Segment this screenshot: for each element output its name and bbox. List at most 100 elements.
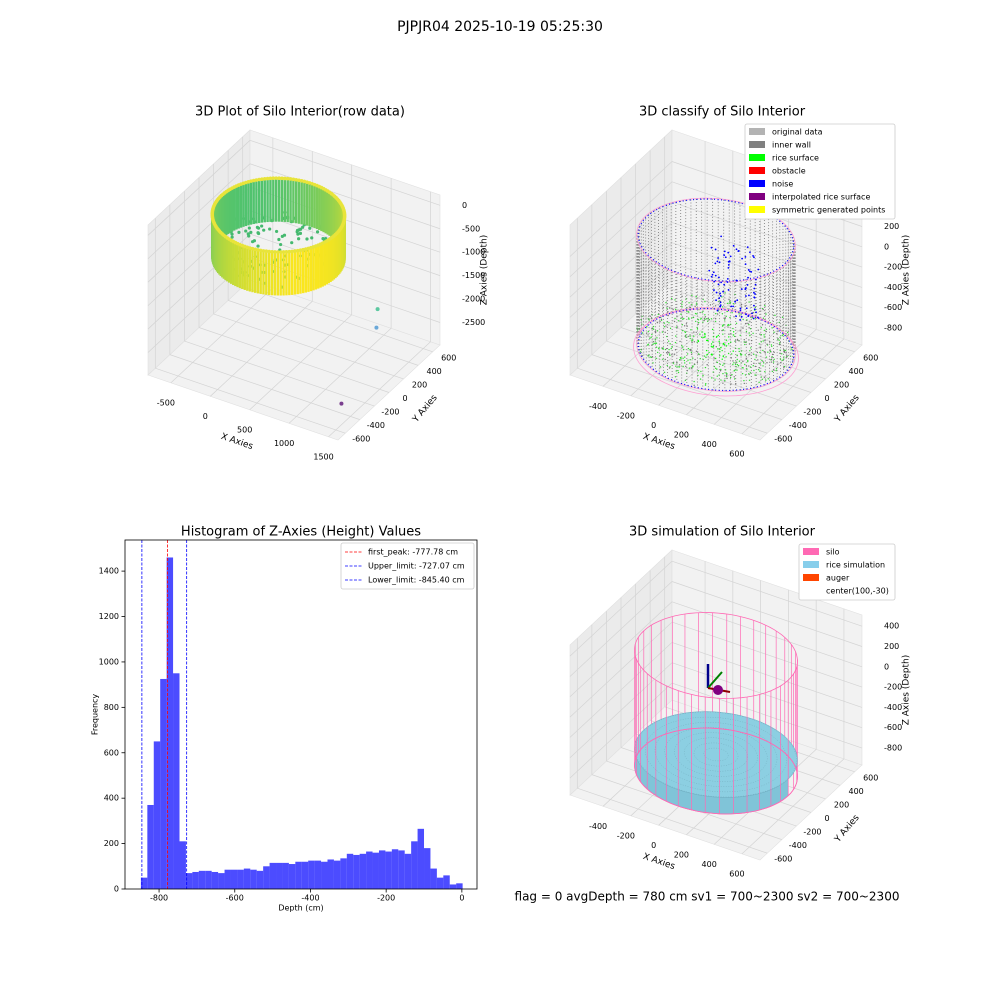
point (659, 366, 662, 368)
point-cloud (634, 612, 798, 815)
point (280, 234, 284, 238)
point (308, 226, 312, 230)
point (745, 313, 747, 316)
grid-line (569, 161, 673, 257)
bar (456, 883, 463, 889)
point (679, 340, 681, 343)
point (727, 260, 730, 263)
bar (198, 870, 206, 889)
point (703, 336, 705, 339)
tick-label: 400 (702, 440, 717, 449)
point (732, 350, 734, 352)
grid-line (242, 286, 433, 353)
point (716, 375, 718, 377)
point (315, 230, 320, 234)
tick-label: -200 (617, 831, 635, 840)
point (726, 302, 729, 305)
panel-title: 3D Plot of Silo Interior(row data) (195, 105, 405, 120)
point (749, 372, 752, 374)
grid-line (155, 367, 346, 434)
point (299, 227, 303, 231)
grid-line (569, 642, 673, 738)
axes-frame (124, 539, 478, 890)
legend-patch (749, 180, 765, 187)
point (287, 249, 292, 254)
point (669, 366, 671, 368)
point (262, 177, 267, 181)
bar (333, 860, 341, 889)
point (747, 359, 749, 362)
point (660, 318, 663, 320)
point (727, 352, 730, 355)
bar (398, 850, 405, 889)
y-tick-label: 200 (104, 839, 119, 848)
point (707, 340, 709, 342)
point (718, 276, 720, 279)
point (752, 364, 754, 367)
point (679, 358, 681, 361)
y-tick-label: 1000 (99, 657, 119, 666)
bar (314, 860, 322, 889)
grid-line (671, 201, 863, 268)
point (775, 368, 778, 370)
point (694, 358, 696, 361)
point (743, 338, 745, 341)
point (713, 280, 716, 283)
tick-label: 0 (651, 841, 656, 850)
point (732, 303, 735, 305)
point (689, 359, 691, 361)
tick-label: -200 (803, 828, 821, 837)
point (760, 326, 763, 329)
point (678, 364, 681, 366)
grid-line (671, 262, 863, 329)
point (771, 353, 774, 356)
point (716, 309, 719, 312)
point (723, 363, 725, 365)
point (719, 305, 722, 308)
point (734, 300, 737, 303)
point (699, 333, 701, 335)
grid-line (671, 222, 863, 288)
point (647, 330, 650, 333)
point (664, 348, 667, 351)
point (278, 250, 283, 254)
legend-label: interpolated rice surface (772, 193, 870, 202)
point (764, 305, 766, 307)
point (696, 313, 698, 315)
point (712, 271, 715, 274)
bar (263, 866, 270, 889)
tick-label: 500 (237, 425, 252, 434)
point (666, 364, 668, 367)
point (646, 325, 648, 328)
point (718, 343, 721, 345)
legend-label: center(100,-30) (826, 587, 889, 596)
point (682, 329, 684, 332)
point (665, 352, 668, 354)
point (765, 330, 767, 333)
point (744, 363, 746, 366)
point (749, 350, 751, 352)
point (776, 332, 778, 335)
bar (327, 859, 334, 889)
point (720, 281, 723, 284)
point (674, 299, 676, 301)
point (656, 351, 659, 354)
point (669, 343, 671, 345)
grid-line (569, 201, 673, 298)
point (665, 347, 668, 350)
point (261, 249, 266, 253)
grid-line (569, 181, 673, 278)
point (697, 370, 700, 372)
point (665, 325, 667, 327)
point (676, 326, 679, 328)
point (733, 376, 735, 378)
tick-label: -400 (789, 841, 807, 850)
point (728, 324, 730, 326)
point (230, 232, 234, 236)
point (728, 336, 730, 338)
tick-label: 600 (863, 773, 878, 782)
tick-label: -600 (884, 723, 902, 732)
point (740, 306, 743, 308)
legend-label: silo (826, 548, 840, 557)
point (647, 355, 649, 357)
